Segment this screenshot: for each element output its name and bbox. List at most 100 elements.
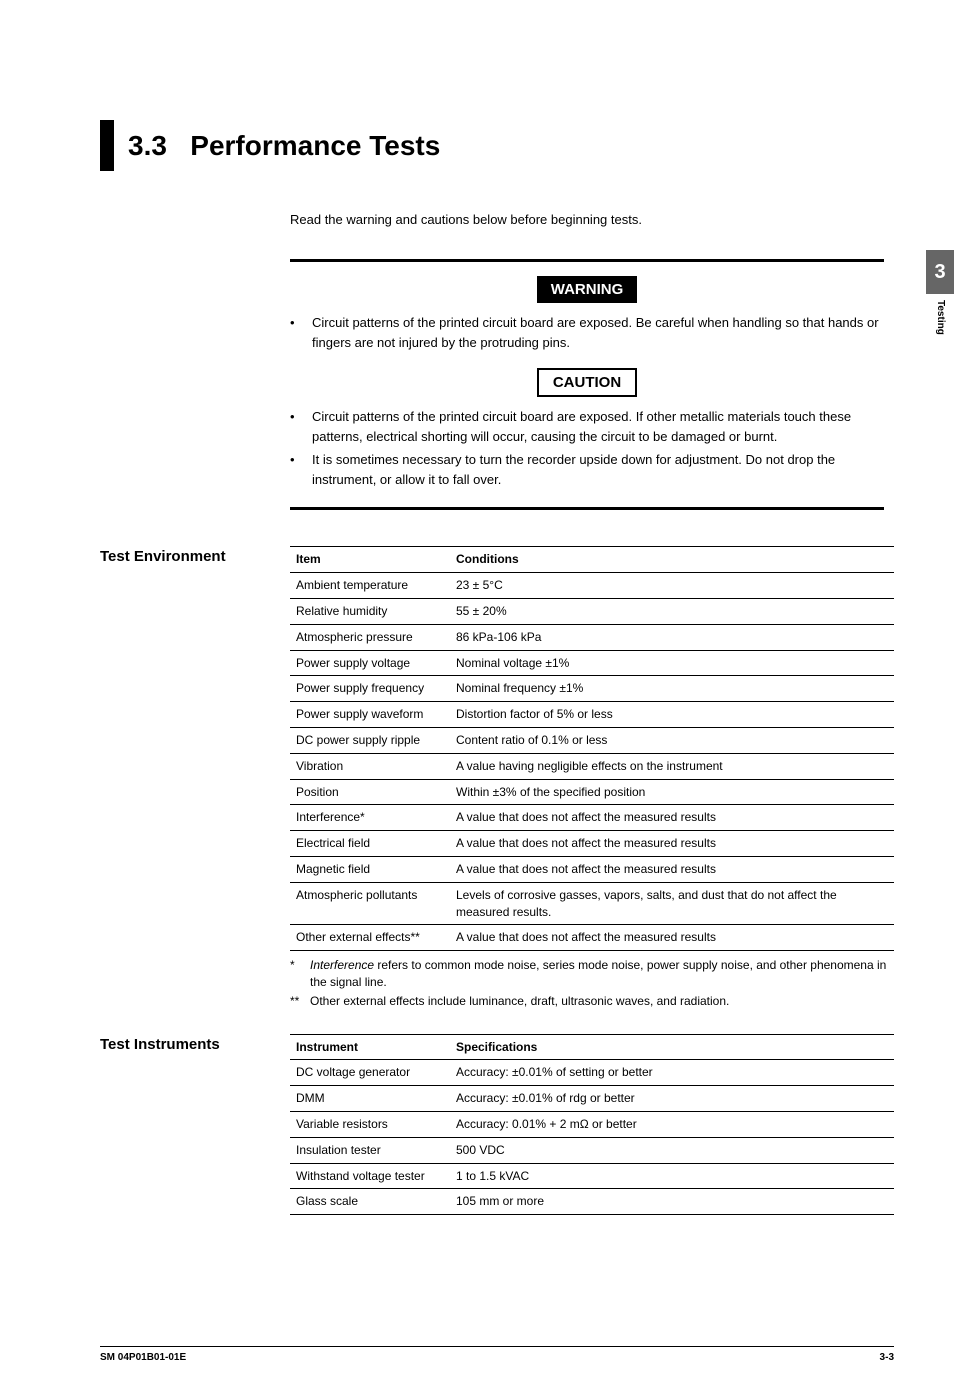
test-environment-section: Test Environment Item Conditions Ambient…: [100, 546, 894, 1011]
table-row: PositionWithin ±3% of the specified posi…: [290, 779, 894, 805]
caution-item: •It is sometimes necessary to turn the r…: [290, 450, 884, 489]
cell-item: Relative humidity: [290, 598, 450, 624]
table-header-row: Item Conditions: [290, 547, 894, 573]
cell-cond: A value that does not affect the measure…: [450, 925, 894, 951]
test-env-table: Item Conditions Ambient temperature23 ± …: [290, 546, 894, 951]
footnote-mark: *: [290, 957, 310, 991]
table-row: Glass scale105 mm or more: [290, 1189, 894, 1215]
table-row: DC voltage generatorAccuracy: ±0.01% of …: [290, 1060, 894, 1086]
footer-left: SM 04P01B01-01E: [100, 1351, 186, 1365]
cell-spec: Accuracy: ±0.01% of setting or better: [450, 1060, 894, 1086]
cell-item: Magnetic field: [290, 856, 450, 882]
col-spec-header: Specifications: [450, 1034, 894, 1060]
cell-inst: Glass scale: [290, 1189, 450, 1215]
cell-cond: Distortion factor of 5% or less: [450, 702, 894, 728]
cell-cond: Content ratio of 0.1% or less: [450, 727, 894, 753]
bottom-rule: [290, 507, 884, 510]
table-row: Atmospheric pressure86 kPa-106 kPa: [290, 624, 894, 650]
footer-right: 3-3: [880, 1351, 894, 1365]
cell-cond: Nominal frequency ±1%: [450, 676, 894, 702]
test-env-title: Test Environment: [100, 546, 290, 1011]
cell-item: Interference*: [290, 805, 450, 831]
heading-number: 3.3: [128, 130, 167, 161]
caution-label: CAUTION: [537, 368, 637, 397]
table-row: DC power supply rippleContent ratio of 0…: [290, 727, 894, 753]
cell-item: Ambient temperature: [290, 573, 450, 599]
table-row: Atmospheric pollutantsLevels of corrosiv…: [290, 882, 894, 925]
cell-cond: A value that does not affect the measure…: [450, 831, 894, 857]
warning-item-text: Circuit patterns of the printed circuit …: [312, 313, 884, 352]
caution-item-text: Circuit patterns of the printed circuit …: [312, 407, 884, 446]
chapter-label-tab: Testing: [933, 294, 947, 335]
cell-inst: Withstand voltage tester: [290, 1163, 450, 1189]
table-row: Variable resistorsAccuracy: 0.01% + 2 mΩ…: [290, 1111, 894, 1137]
heading-bar: [100, 120, 114, 171]
table-row: Relative humidity55 ± 20%: [290, 598, 894, 624]
table-header-row: Instrument Specifications: [290, 1034, 894, 1060]
table-row: Ambient temperature23 ± 5°C: [290, 573, 894, 599]
cell-item: Other external effects**: [290, 925, 450, 951]
caution-label-wrap: CAUTION: [290, 368, 884, 397]
chapter-number-tab: 3: [926, 250, 954, 294]
warning-label: WARNING: [537, 276, 638, 303]
table-row: Insulation tester500 VDC: [290, 1137, 894, 1163]
cell-item: Vibration: [290, 753, 450, 779]
cell-cond: Nominal voltage ±1%: [450, 650, 894, 676]
cell-item: Power supply voltage: [290, 650, 450, 676]
table-row: VibrationA value having negligible effec…: [290, 753, 894, 779]
cell-item: Position: [290, 779, 450, 805]
test-inst-table: Instrument Specifications DC voltage gen…: [290, 1034, 894, 1216]
table-row: Power supply voltageNominal voltage ±1%: [290, 650, 894, 676]
cell-spec: Accuracy: ±0.01% of rdg or better: [450, 1086, 894, 1112]
heading-text: 3.3 Performance Tests: [128, 120, 440, 171]
bullet-dot: •: [290, 313, 312, 352]
footnote-mark: **: [290, 993, 310, 1010]
cell-inst: DC voltage generator: [290, 1060, 450, 1086]
cell-cond: Within ±3% of the specified position: [450, 779, 894, 805]
cell-spec: Accuracy: 0.01% + 2 mΩ or better: [450, 1111, 894, 1137]
cell-item: DC power supply ripple: [290, 727, 450, 753]
cell-cond: Levels of corrosive gasses, vapors, salt…: [450, 882, 894, 925]
heading-title: Performance Tests: [190, 130, 440, 161]
cell-inst: DMM: [290, 1086, 450, 1112]
page-footer: SM 04P01B01-01E 3-3: [100, 1346, 894, 1365]
cell-item: Atmospheric pollutants: [290, 882, 450, 925]
test-instruments-section: Test Instruments Instrument Specificatio…: [100, 1034, 894, 1216]
table-row: DMMAccuracy: ±0.01% of rdg or better: [290, 1086, 894, 1112]
footnote-text: Interference refers to common mode noise…: [310, 957, 894, 991]
cell-spec: 500 VDC: [450, 1137, 894, 1163]
table-row: Other external effects**A value that doe…: [290, 925, 894, 951]
cell-cond: 55 ± 20%: [450, 598, 894, 624]
footnote-text: Other external effects include luminance…: [310, 993, 729, 1010]
cell-item: Power supply frequency: [290, 676, 450, 702]
cell-cond: A value having negligible effects on the…: [450, 753, 894, 779]
cell-item: Power supply waveform: [290, 702, 450, 728]
cell-cond: 86 kPa-106 kPa: [450, 624, 894, 650]
table-row: Interference* A value that does not affe…: [290, 805, 894, 831]
col-inst-header: Instrument: [290, 1034, 450, 1060]
table-row: Electrical fieldA value that does not af…: [290, 831, 894, 857]
cell-spec: 1 to 1.5 kVAC: [450, 1163, 894, 1189]
notice-block: WARNING •Circuit patterns of the printed…: [290, 259, 884, 510]
cell-cond: A value that does not affect the measure…: [450, 856, 894, 882]
caution-item-text: It is sometimes necessary to turn the re…: [312, 450, 884, 489]
test-inst-title: Test Instruments: [100, 1034, 290, 1216]
cell-cond: 23 ± 5°C: [450, 573, 894, 599]
cell-inst: Insulation tester: [290, 1137, 450, 1163]
warning-label-wrap: WARNING: [290, 276, 884, 303]
caution-item: •Circuit patterns of the printed circuit…: [290, 407, 884, 446]
caution-list: •Circuit patterns of the printed circuit…: [290, 407, 884, 489]
bullet-dot: •: [290, 407, 312, 446]
cell-spec: 105 mm or more: [450, 1189, 894, 1215]
footnote: **Other external effects include luminan…: [290, 993, 894, 1010]
warning-item: •Circuit patterns of the printed circuit…: [290, 313, 884, 352]
table-row: Withstand voltage tester1 to 1.5 kVAC: [290, 1163, 894, 1189]
cell-inst: Variable resistors: [290, 1111, 450, 1137]
table-row: Magnetic fieldA value that does not affe…: [290, 856, 894, 882]
warning-list: •Circuit patterns of the printed circuit…: [290, 313, 884, 352]
table-row: Power supply frequencyNominal frequency …: [290, 676, 894, 702]
top-rule: [290, 259, 884, 262]
table-row: Power supply waveformDistortion factor o…: [290, 702, 894, 728]
side-tab: 3 Testing: [926, 250, 954, 335]
cell-item: Electrical field: [290, 831, 450, 857]
